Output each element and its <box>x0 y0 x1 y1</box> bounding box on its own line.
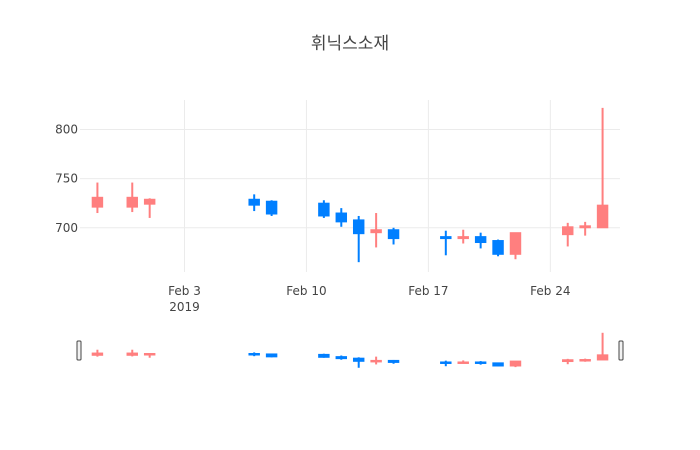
candle-mini <box>474 361 487 365</box>
candle-mini <box>248 352 260 357</box>
candle <box>126 182 138 213</box>
candle-body <box>457 236 469 240</box>
candle-body <box>91 196 104 208</box>
candle-mini <box>143 353 156 358</box>
x-tick-sublabel: 2019 <box>169 300 200 314</box>
candle-mini <box>370 356 382 365</box>
candle <box>440 230 452 256</box>
candle-body <box>248 353 260 356</box>
x-tick-label: Feb 10 <box>286 284 326 298</box>
candle-body <box>579 225 591 229</box>
candle-mini <box>596 332 609 361</box>
candle-mini <box>492 362 504 367</box>
candle <box>596 107 609 229</box>
candle <box>318 200 330 218</box>
grid-layer <box>80 100 620 272</box>
candle-body <box>492 240 504 255</box>
range-slider-right-handle[interactable] <box>618 340 624 361</box>
candle <box>492 239 504 257</box>
candle <box>143 198 156 218</box>
y-tick-label: 800 <box>55 122 78 136</box>
candle-body <box>91 352 104 356</box>
candles <box>91 107 609 263</box>
x-tick-label: Feb 24 <box>530 284 570 298</box>
candle-body <box>335 356 348 360</box>
candle-body <box>579 359 591 362</box>
y-axis: 700 750 800 <box>55 122 78 234</box>
candle-body <box>457 361 469 364</box>
candle-body <box>370 359 382 363</box>
candle-body <box>474 361 487 364</box>
range-slider[interactable] <box>76 332 624 368</box>
candle-body <box>352 357 365 362</box>
candle-mini <box>335 355 348 360</box>
candle <box>387 227 400 245</box>
candle-body <box>370 229 382 234</box>
candle-body <box>248 198 260 206</box>
candle-body <box>318 202 330 217</box>
candle-body <box>596 354 609 361</box>
candle <box>509 232 522 260</box>
candle-body <box>596 204 609 229</box>
candle-body <box>492 362 504 367</box>
range-slider-left-handle[interactable] <box>76 340 82 361</box>
candle-body <box>143 198 156 205</box>
candle-body <box>562 359 574 363</box>
candle-mini <box>126 349 138 357</box>
y-tick-label: 700 <box>55 221 78 235</box>
candle-mini <box>562 358 574 365</box>
x-tick-label: Feb 17 <box>408 284 448 298</box>
candle <box>265 200 278 216</box>
x-tick-label: Feb 3 <box>168 284 201 298</box>
candle-mini <box>509 360 522 368</box>
candle-body <box>387 359 400 363</box>
candle-mini <box>579 358 591 362</box>
candle <box>91 182 104 214</box>
candle <box>457 229 469 244</box>
candle-body <box>143 353 156 356</box>
candle-body <box>509 360 522 367</box>
candle-mini <box>265 353 278 358</box>
candle-mini <box>318 353 330 358</box>
candle-mini <box>440 360 452 367</box>
candle-body <box>352 219 365 235</box>
candle-mini <box>352 357 365 368</box>
candle <box>579 221 591 236</box>
candle-mini <box>457 360 469 364</box>
y-tick-label: 750 <box>55 172 78 186</box>
candle-body <box>126 352 138 356</box>
candle <box>248 194 260 212</box>
candle-body <box>387 229 400 240</box>
x-axis: Feb 3 2019 Feb 10 Feb 17 Feb 24 <box>168 284 570 314</box>
candle <box>562 222 574 247</box>
candle-mini <box>387 359 400 364</box>
candle-body <box>474 236 487 244</box>
candle-mini <box>91 349 104 357</box>
candle <box>352 215 365 263</box>
candle-body <box>265 200 278 215</box>
candle-body <box>265 353 278 358</box>
candle-body <box>509 232 522 255</box>
candle-body <box>562 226 574 236</box>
chart-title: 휘닉스소재 <box>311 34 389 54</box>
candle-body <box>335 212 348 223</box>
candle <box>335 208 348 227</box>
candle-body <box>440 236 452 240</box>
candle <box>370 213 382 248</box>
candle-body <box>440 361 452 364</box>
candle <box>474 232 487 249</box>
candle-body <box>126 196 138 208</box>
candle-body <box>318 353 330 358</box>
